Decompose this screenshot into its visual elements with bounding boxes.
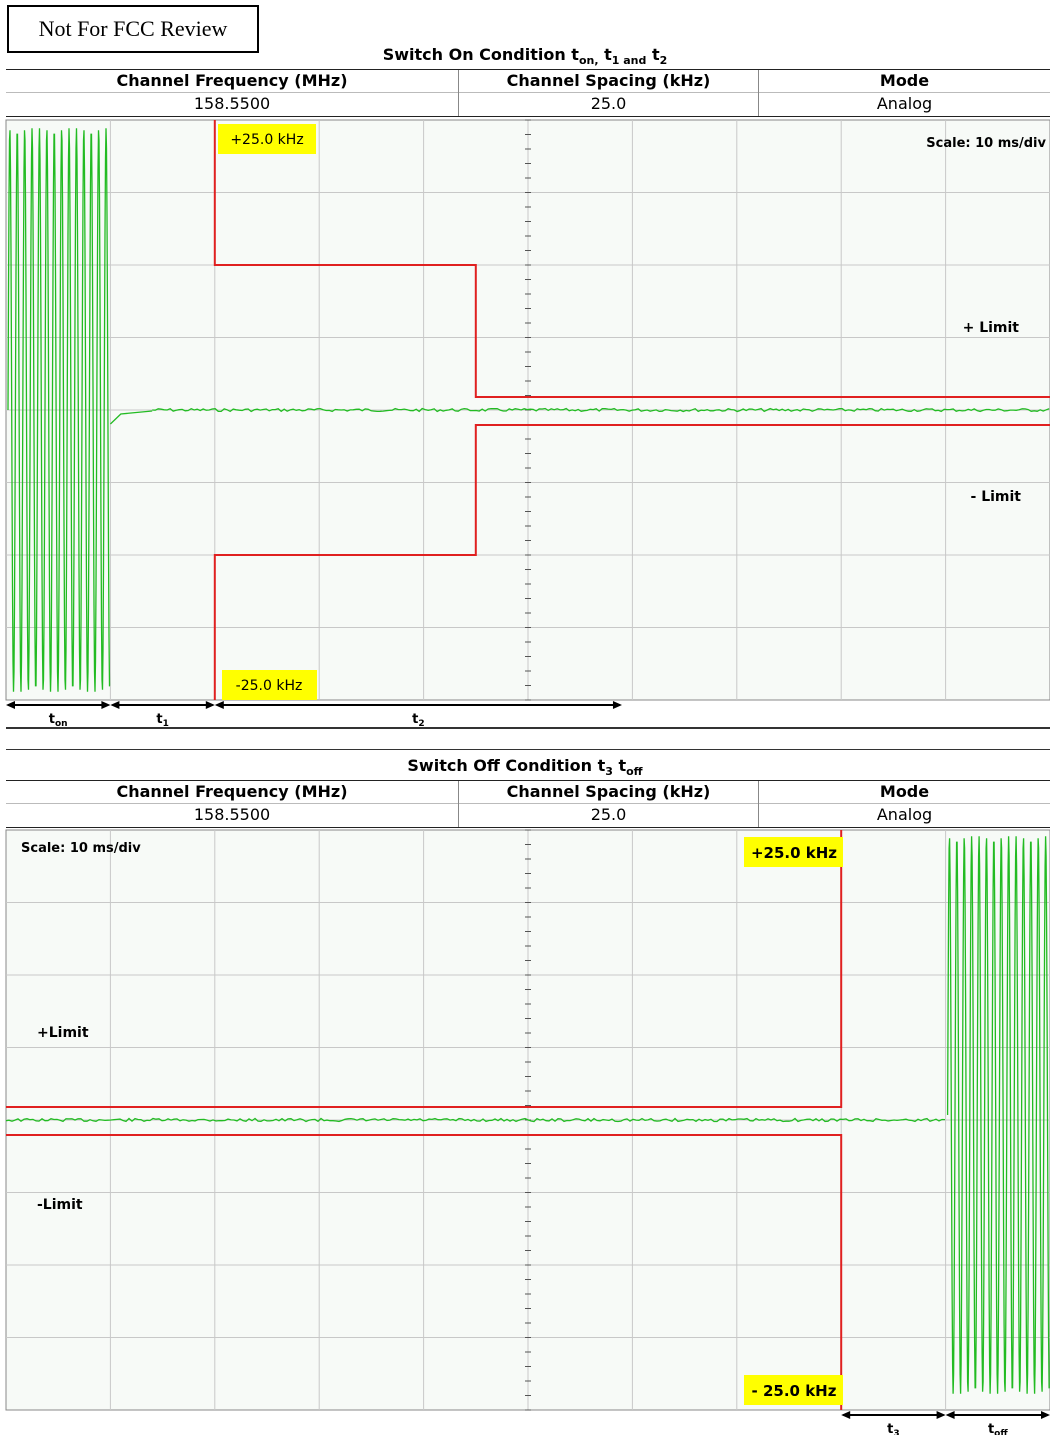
lower-limit-line	[213, 424, 1050, 700]
lower-limit-box	[744, 1375, 843, 1405]
lower-limit-label: - 25.0 kHz	[752, 1382, 837, 1400]
marker-t3-label: t3	[887, 1422, 899, 1435]
minus-limit-text: - Limit	[971, 489, 1022, 505]
upper-limit-label: +25.0 kHz	[751, 844, 837, 862]
marker-t1-head-right	[205, 701, 215, 709]
upper-limit-line	[213, 120, 1050, 398]
marker-t2-label: t2	[412, 712, 424, 729]
carrier-trace	[5, 1117, 946, 1123]
marker-toff-head-left	[945, 1411, 955, 1419]
switch-on-table: Channel Frequency (MHz) 158.5500 Channel…	[6, 69, 1050, 117]
lower-limit-box	[222, 670, 317, 700]
upper-limit-label: +25.0 kHz	[230, 132, 303, 148]
marker-t3-head-left	[841, 1411, 851, 1419]
marker-t1-head-left	[110, 701, 120, 709]
col-frequency: Channel Frequency (MHz) 158.5500	[116, 782, 348, 824]
scale-label: Scale: 10 ms/div	[21, 841, 141, 856]
marker-t2-head-right	[612, 701, 622, 709]
marker-ton-head-right	[101, 701, 111, 709]
marker-toff-head-right	[1041, 1411, 1050, 1419]
upper-limit-line	[6, 830, 843, 1108]
modulated-trace	[7, 128, 111, 692]
col-spacing: Channel Spacing (kHz) 25.0	[458, 70, 758, 116]
switch-off-title: Switch Off Condition t3 toff	[407, 756, 643, 779]
upper-limit-box	[218, 124, 316, 154]
col-frequency: Channel Frequency (MHz) 158.5500	[116, 71, 348, 113]
review-stamp: Not For FCC Review	[7, 5, 259, 53]
marker-ton-head-left	[6, 701, 15, 709]
col-mode: Mode Analog	[758, 781, 1050, 827]
col-mode: Mode Analog	[758, 70, 1050, 116]
marker-t1-label: t1	[156, 712, 168, 729]
marker-ton-label: ton	[49, 712, 68, 729]
switch-off-table: Channel Frequency (MHz) 158.5500 Channel…	[6, 780, 1050, 828]
switch-on-plot: +25.0 kHz -25.0 kHz Scale: 10 ms/div + L…	[5, 119, 1050, 729]
marker-toff-label: toff	[988, 1422, 1008, 1435]
modulated-trace	[946, 836, 1050, 1394]
col-spacing: Channel Spacing (kHz) 25.0	[458, 781, 758, 827]
settle-trace	[109, 410, 153, 425]
marker-t2-head-left	[214, 701, 224, 709]
lower-limit-line	[6, 1134, 843, 1410]
scale-label: Scale: 10 ms/div	[926, 136, 1046, 151]
lower-limit-label: -25.0 kHz	[236, 678, 303, 694]
plus-limit-text: +Limit	[37, 1025, 89, 1041]
marker-t3-head-right	[936, 1411, 946, 1419]
plus-limit-text: + Limit	[963, 320, 1020, 336]
upper-limit-box	[744, 837, 843, 867]
minus-limit-text: -Limit	[37, 1197, 83, 1213]
carrier-trace	[152, 407, 1050, 413]
switch-on-title: Switch On Condition ton, t1 and t2	[382, 45, 668, 68]
